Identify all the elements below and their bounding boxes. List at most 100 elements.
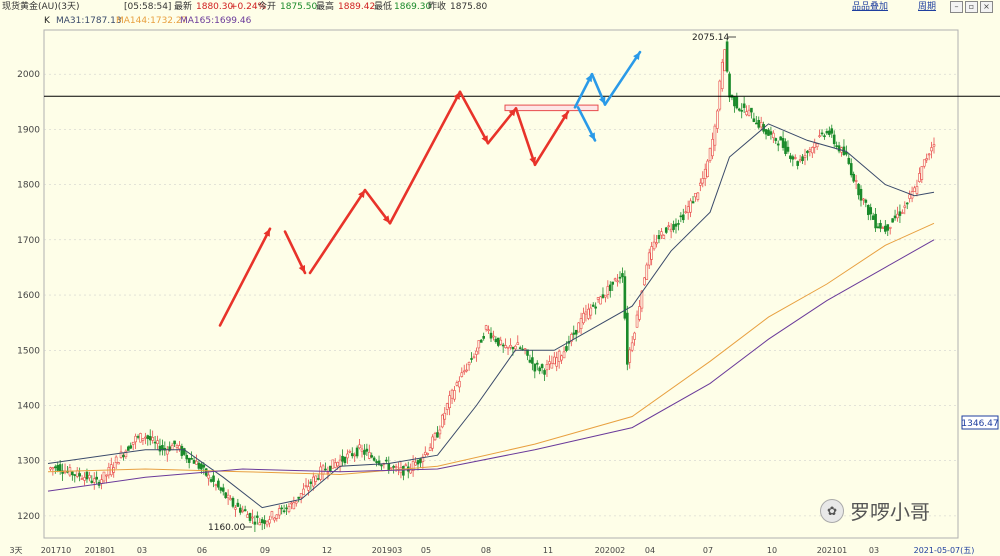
candle-body [436,432,439,438]
overlay-link[interactable]: 品品叠加 [852,2,889,12]
price-box-label: 1346.47 [961,419,998,429]
candle-body [888,226,892,229]
x-tick-label: 05 [421,546,431,555]
candle-body [360,448,364,452]
candle-body [543,370,546,375]
candle-body [925,158,928,161]
candle-body [674,223,678,227]
candle-body [626,312,629,365]
candle-body [224,492,227,499]
candle-body [930,147,933,152]
x-tick-label: 04 [645,546,655,555]
y-tick-label: 1800 [17,181,40,191]
candle-body [458,380,461,388]
candle-body [492,335,495,338]
forecast-arrow-red [533,110,570,167]
candle-body [540,364,544,369]
candle-body [426,453,430,455]
candle-body [270,511,274,518]
candle-body [431,436,434,449]
candle-body [309,481,313,484]
y-tick-label: 1300 [17,457,40,467]
candle-body [336,462,339,467]
candle-body [319,466,322,480]
candle-body [78,473,81,477]
minimize-button[interactable]: – [950,1,963,13]
candle-body [246,514,249,518]
candle-body [869,207,873,215]
candle-body [852,173,855,182]
candle-body [423,451,427,455]
candle-body [275,514,279,519]
candle-body [655,242,658,245]
candle-body [725,41,729,72]
candle-body [769,131,773,135]
candle-body [134,435,137,443]
candle-body [798,159,802,162]
candle-body [823,135,826,138]
candle-body [667,225,670,228]
forecast-arrow-blue-head [585,74,592,83]
candle-body [387,463,391,471]
candle-body [635,314,639,328]
restore-button[interactable]: ▫ [965,1,978,13]
candle-body [107,467,111,476]
candle-body [681,214,685,221]
y-tick-label: 2000 [17,70,40,80]
candle-body [231,497,235,507]
candle-body [579,318,583,329]
forecast-arrow-red [308,188,367,275]
candle-body [511,346,515,350]
candle-body [613,278,617,281]
candle-body [847,157,851,164]
candle-body [504,345,507,349]
candle-body [465,369,468,372]
candle-body [428,447,432,451]
candle-body [136,436,140,438]
candle-body [462,370,466,373]
candle-body [864,199,868,203]
candle-body [857,183,860,196]
high-annotation: 2075.14 [692,33,729,43]
ma165-legend: MA165:1699.46 [180,16,252,26]
candle-body [58,464,62,472]
candle-body [679,215,683,218]
candle-body [589,307,593,316]
candle-body [550,362,554,369]
forecast-arrow-red-head [481,135,488,144]
candle-body [385,459,388,462]
forecast-arrow-red [458,90,490,145]
candle-body [915,186,919,194]
candle-body [810,147,814,154]
candle-body [455,382,459,386]
ma31-legend: MA31:1787.13 [56,16,122,26]
candle-body [241,509,245,512]
candle-body [343,456,347,464]
candle-body [776,143,780,146]
candle-body [820,132,824,135]
candle-body [460,372,464,377]
candle-body [307,486,310,491]
y-tick-label: 1500 [17,346,40,356]
quote-bar: 现货黄金(AU)(3天) [05:58:54] 最新 1880.30 +0.24… [0,0,1000,14]
forecast-arrow-red-head [453,91,460,100]
candle-body [565,346,568,351]
candle-body [54,466,57,469]
candle-body [402,465,405,476]
candle-body [73,474,77,476]
candle-body [548,361,551,365]
candle-body [908,194,911,199]
period-link[interactable]: 周期 [918,2,937,12]
candle-body [599,296,602,305]
candle-body [531,357,534,364]
candle-body [165,449,169,455]
close-button[interactable]: × [980,1,993,13]
candle-body [178,445,181,450]
candle-body [365,448,369,452]
candle-body [482,336,485,339]
candle-body [591,304,595,307]
candle-body [433,433,437,441]
candle-body [518,347,522,349]
candle-body [90,480,94,483]
